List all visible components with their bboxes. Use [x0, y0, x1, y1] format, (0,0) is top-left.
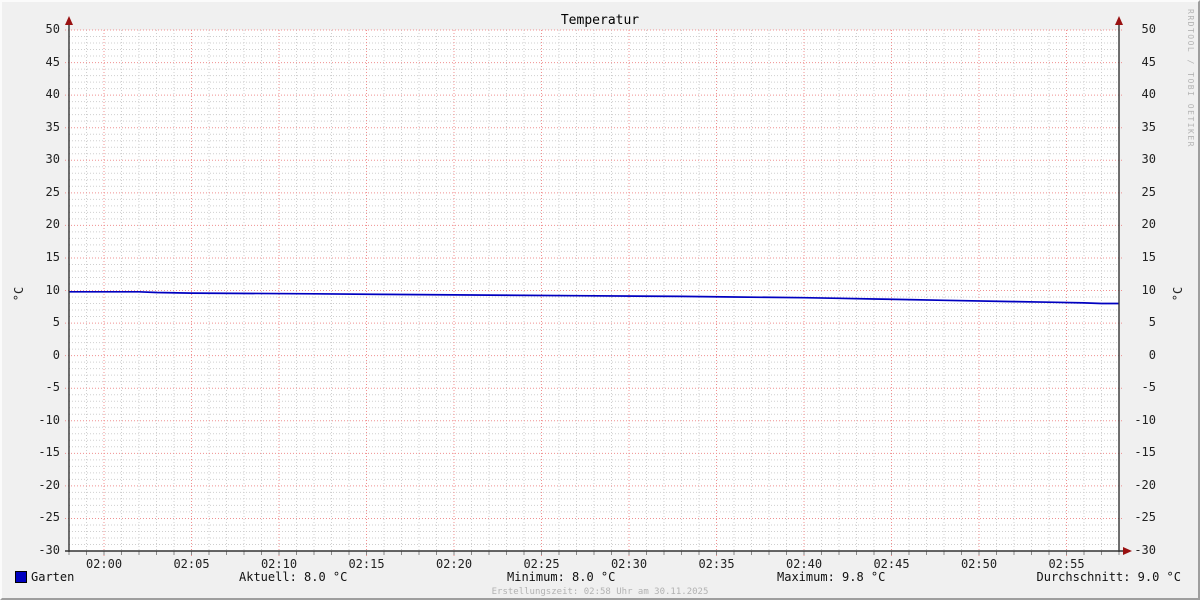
- x-axis-tick-label: 02:45: [873, 557, 910, 571]
- y-axis-tick-label-right: 40: [1141, 87, 1156, 102]
- chart-title: Temperatur: [560, 13, 640, 28]
- y-axis-tick-label-left: 45: [45, 54, 60, 69]
- y-axis-tick-label-right: 0: [1148, 347, 1156, 362]
- y-axis-tick-label-left: -20: [38, 477, 60, 492]
- y-axis-tick-label-right: 15: [1141, 249, 1156, 264]
- axis-arrow: [1115, 16, 1123, 25]
- y-axis-tick-label-left: 50: [45, 22, 60, 36]
- x-axis-tick-label: 02:35: [698, 557, 735, 571]
- x-axis-tick-label: 02:50: [960, 557, 998, 571]
- legend-label: Garten: [31, 570, 75, 584]
- x-axis-tick-label: 02:55: [1048, 557, 1085, 571]
- y-axis-tick-label-right: 50: [1141, 22, 1156, 36]
- y-axis-tick-label-right: 25: [1141, 184, 1156, 199]
- rrdtool-watermark: RRDTOOL / TOBI OETIKER: [1186, 9, 1195, 148]
- y-axis-tick-label-left: 0: [52, 347, 60, 362]
- y-axis-tick-label-left: 30: [45, 152, 60, 167]
- y-axis-tick-label-left: 40: [45, 87, 60, 102]
- stat-maximum: Maximum: 9.8 °C: [777, 570, 886, 584]
- stat-average: Durchschnitt: 9.0 °C: [1036, 570, 1182, 584]
- y-axis-tick-label-right: -10: [1134, 412, 1156, 427]
- y-axis-tick-label-right: 10: [1141, 282, 1156, 297]
- y-axis-tick-label-right: 20: [1141, 217, 1156, 232]
- y-axis-tick-label-right: 45: [1141, 54, 1156, 69]
- x-axis-tick-label: 02:40: [785, 557, 823, 571]
- creation-timestamp: Erstellungszeit: 02:58 Uhr am 30.11.2025: [491, 587, 709, 597]
- y-axis-tick-label-left: -15: [38, 445, 60, 460]
- axis-arrow: [65, 16, 73, 25]
- y-axis-unit-label-right: °C: [1171, 286, 1185, 302]
- x-axis-tick-label: 02:10: [260, 557, 298, 571]
- y-axis-tick-label-right: -15: [1134, 445, 1156, 460]
- y-axis-tick-label-left: 10: [45, 282, 60, 297]
- x-axis-tick-label: 02:05: [173, 557, 210, 571]
- stat-current: Aktuell: 8.0 °C: [239, 570, 348, 584]
- x-axis-tick-label: 02:30: [610, 557, 648, 571]
- y-axis-tick-label-left: -10: [38, 412, 60, 427]
- x-axis-tick-label: 02:25: [523, 557, 560, 571]
- x-axis-tick-label: 02:15: [348, 557, 385, 571]
- y-axis-tick-label-left: -25: [38, 510, 60, 525]
- axis-arrow: [1123, 547, 1132, 555]
- y-axis-tick-label-left: -30: [38, 543, 60, 557]
- y-axis-tick-label-left: 20: [45, 217, 60, 232]
- y-axis-tick-label-right: 35: [1141, 119, 1156, 134]
- y-axis-tick-label-left: 35: [45, 119, 60, 134]
- y-axis-tick-label-left: 25: [45, 184, 60, 199]
- series-line-garten: [69, 290, 1119, 305]
- y-axis-tick-label-right: -25: [1134, 510, 1156, 525]
- y-axis-tick-label-right: 30: [1141, 152, 1156, 167]
- y-axis-tick-label-left: 15: [45, 249, 60, 264]
- y-axis-tick-label-left: -5: [45, 380, 60, 395]
- stat-minimum: Minimum: 8.0 °C: [507, 570, 616, 584]
- y-axis-tick-label-right: -20: [1134, 477, 1156, 492]
- y-axis-tick-label-right: 5: [1148, 315, 1156, 330]
- y-axis-tick-label-left: 5: [52, 315, 60, 330]
- legend-color-swatch: [15, 571, 27, 583]
- x-axis-tick-label: 02:20: [435, 557, 473, 571]
- x-axis-tick-label: 02:00: [85, 557, 123, 571]
- y-axis-tick-label-right: -30: [1134, 543, 1156, 557]
- y-axis-tick-label-right: -5: [1141, 380, 1156, 395]
